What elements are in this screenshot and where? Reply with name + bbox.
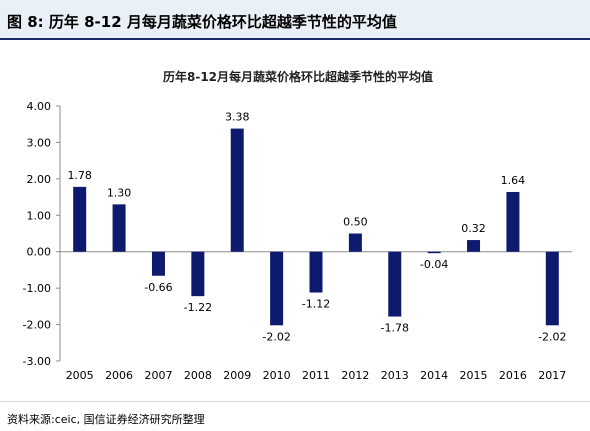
y-tick-label: 2.00 [27, 173, 52, 186]
bar-2013 [388, 251, 402, 317]
axis-layer: 4.00 3.00 2.00 1.00 0.00 -1.00 -2.00 -3.00 2005 2… [23, 100, 572, 382]
data-label: -1.12 [302, 298, 330, 311]
data-label: -1.78 [381, 322, 409, 335]
bars-layer [73, 128, 559, 326]
bar-2010 [270, 251, 284, 326]
y-tick-label: -3.00 [23, 355, 51, 368]
x-tick-label: 2011 [302, 369, 330, 382]
y-tick-label: 1.00 [27, 209, 52, 222]
x-tick-label: 2010 [263, 369, 291, 382]
bar-chart: 历年8-12月每月蔬菜价格环比超越季节性的平均值 4.00 3.00 2.00 1.0… [23, 69, 572, 382]
data-label: 0.32 [461, 222, 486, 235]
data-label: -0.66 [144, 281, 172, 294]
data-label: 1.78 [67, 169, 92, 182]
x-tick-label: 2008 [184, 369, 212, 382]
y-tick-label: 0.00 [27, 246, 52, 259]
chart-area: 历年8-12月每月蔬菜价格环比超越季节性的平均值 4.00 3.00 2.00 1.0… [0, 40, 590, 400]
bar-2015 [467, 240, 481, 252]
x-tick-label: 2006 [105, 369, 133, 382]
x-tick-label: 2013 [381, 369, 409, 382]
source-note: 资料来源:ceic, 国信证券经济研究所整理 [7, 413, 205, 426]
figure-title: 图 8: 历年 8-12 月每月蔬菜价格环比超越季节性的平均值 [7, 13, 397, 31]
data-label: -2.02 [538, 330, 566, 343]
x-tick-label: 2007 [144, 369, 172, 382]
data-label: 1.64 [501, 174, 526, 187]
y-tick-label: -1.00 [23, 282, 51, 295]
y-tick-label: -2.00 [23, 319, 51, 332]
data-label: -0.04 [420, 258, 448, 271]
data-label: 0.50 [343, 216, 368, 229]
x-tick-label: 2015 [460, 369, 488, 382]
data-label: -2.02 [262, 330, 290, 343]
data-label: 3.38 [225, 111, 250, 124]
data-labels-layer: 1.78 1.30 -0.66 -1.22 3.38 -2.02 -1.12 0.50 -1.7… [67, 111, 566, 344]
bar-2016 [506, 191, 520, 252]
x-tick-label: 2012 [341, 369, 369, 382]
bar-2008 [191, 251, 205, 297]
figure-header: 图 8: 历年 8-12 月每月蔬菜价格环比超越季节性的平均值 [0, 0, 590, 40]
data-label: 1.30 [107, 186, 132, 199]
x-tick-label: 2005 [66, 369, 94, 382]
bar-2007 [151, 251, 165, 276]
x-tick-label: 2017 [538, 369, 566, 382]
bar-2012 [348, 233, 362, 252]
bar-2006 [112, 204, 126, 252]
data-label: -1.22 [184, 301, 212, 314]
x-tick-label: 2014 [420, 369, 448, 382]
chart-title: 历年8-12月每月蔬菜价格环比超越季节性的平均值 [163, 69, 433, 84]
bar-2011 [309, 251, 323, 293]
footer-divider [0, 401, 590, 402]
x-tick-label: 2009 [223, 369, 251, 382]
bar-2017 [545, 251, 559, 326]
bar-2009 [230, 128, 244, 252]
x-tick-label: 2016 [499, 369, 527, 382]
bar-2014 [427, 251, 441, 254]
bar-2005 [73, 186, 87, 252]
y-tick-label: 3.00 [27, 136, 52, 149]
y-tick-label: 4.00 [27, 100, 52, 113]
